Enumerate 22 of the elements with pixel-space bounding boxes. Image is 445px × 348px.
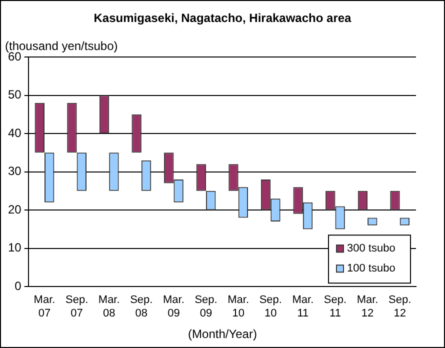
y-tick-label: 30 [8,164,22,178]
x-tick-label: Mar. 11 [292,294,314,320]
x-tick-label: Mar. 07 [34,294,56,320]
legend-label: 100 tsubo [347,262,396,275]
x-tick-label: Mar. 12 [356,294,378,320]
x-tick-label: Sep. 08 [130,294,153,320]
x-tick-label: Sep. 11 [324,294,347,320]
y-tick-label: 20 [8,202,22,216]
x-tick-label: Sep. 12 [388,294,412,320]
y-tick-label: 40 [8,126,22,140]
x-tick-label: Sep. 09 [194,294,218,320]
x-axis-title: (Month/Year) [187,327,258,341]
y-tick-label: 0 [14,278,22,293]
x-tick-label: Mar. 09 [163,294,184,320]
x-tick-label: Sep. 10 [259,294,282,320]
chart-title: Kasumigaseki, Nagatacho, Hirakawacho area [92,11,352,25]
x-tick-label: Mar. 08 [98,294,120,320]
x-tick-label: Sep. 07 [65,294,88,320]
legend-label: 300 tsubo [347,242,396,255]
x-tick-label: Mar. 10 [228,294,250,320]
y-tick-label: 50 [8,88,22,102]
y-tick-label: 10 [8,240,22,255]
